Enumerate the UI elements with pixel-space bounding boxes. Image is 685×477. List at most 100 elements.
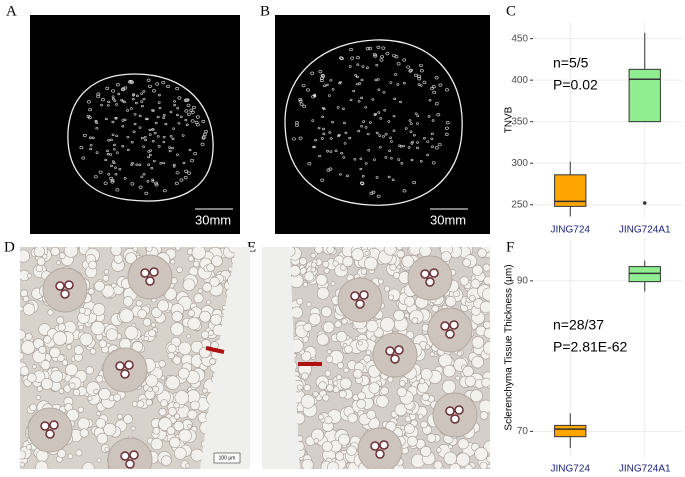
cell xyxy=(143,335,149,342)
vascular-bundle xyxy=(201,136,206,140)
vascular-bundle xyxy=(106,104,110,107)
vessel xyxy=(420,269,430,279)
vascular-bundle xyxy=(422,80,427,84)
cell xyxy=(20,340,36,355)
vascular-bundle xyxy=(200,142,205,146)
vessel xyxy=(385,346,395,356)
cell xyxy=(96,432,109,445)
cell xyxy=(103,423,117,437)
cell xyxy=(322,394,330,402)
vascular-bundle xyxy=(380,55,384,59)
vascular-bundle xyxy=(190,159,194,163)
cell xyxy=(316,333,329,346)
vascular-bundle xyxy=(377,88,381,91)
cell xyxy=(82,462,95,469)
cell xyxy=(459,276,470,286)
cell xyxy=(173,420,184,432)
vascular-bundle xyxy=(371,98,375,101)
vascular-bundle xyxy=(434,102,439,106)
cell xyxy=(363,354,372,363)
cell xyxy=(20,366,30,376)
vascular-bundle xyxy=(307,162,312,166)
vascular-bundle xyxy=(192,105,196,110)
cell xyxy=(20,305,24,312)
cell xyxy=(393,271,400,279)
vessel xyxy=(429,268,439,278)
cell xyxy=(482,287,490,302)
cell xyxy=(187,423,192,429)
vascular-bundle xyxy=(152,159,156,163)
vascular-bundle xyxy=(115,103,118,106)
vascular-bundle xyxy=(132,94,135,97)
box xyxy=(628,266,661,283)
cell xyxy=(462,365,474,378)
vascular-bundle xyxy=(416,122,419,125)
cell xyxy=(404,312,410,318)
cell xyxy=(123,414,133,425)
cell xyxy=(150,438,163,451)
cell xyxy=(470,389,483,403)
cell xyxy=(330,281,336,286)
vascular-bundle xyxy=(432,90,437,94)
vascular-bundle xyxy=(354,74,358,77)
cell xyxy=(199,310,211,323)
cell xyxy=(190,400,200,411)
outlier xyxy=(642,201,647,205)
cell xyxy=(301,458,314,469)
vascular-bundle xyxy=(88,136,92,139)
panel-label: B xyxy=(260,3,270,19)
cell xyxy=(424,344,431,350)
vascular-bundle xyxy=(375,131,379,135)
vascular-bundle xyxy=(426,153,430,157)
cell xyxy=(88,260,97,270)
vascular-bundle xyxy=(184,169,189,173)
vascular-bundle xyxy=(164,122,168,126)
cell xyxy=(384,285,391,292)
cell xyxy=(322,260,330,268)
vessel xyxy=(145,276,155,286)
cell xyxy=(36,385,43,392)
cell xyxy=(339,377,352,390)
vascular-bundle xyxy=(87,100,91,104)
vascular-bundle xyxy=(195,115,200,119)
cell xyxy=(436,447,442,453)
cell xyxy=(158,360,166,368)
vascular-bundle xyxy=(357,100,361,103)
vascular-bundle xyxy=(117,92,121,96)
cell xyxy=(89,348,97,355)
cell xyxy=(467,304,473,310)
vessel xyxy=(445,329,455,339)
vascular-bundle xyxy=(177,122,181,125)
vascular-bundle xyxy=(357,129,361,133)
vascular-bundle xyxy=(93,175,98,179)
vascular-bundle xyxy=(112,97,115,101)
vascular-bundle xyxy=(328,131,332,134)
vascular-bundle xyxy=(329,150,333,153)
vascular-bundle xyxy=(428,99,432,102)
vascular-bundle xyxy=(311,119,315,122)
vascular-bundle xyxy=(329,137,333,140)
vascular-bundle xyxy=(301,84,306,88)
vascular-bundle xyxy=(372,53,377,57)
cell xyxy=(130,425,136,431)
vascular-bundle xyxy=(154,181,159,185)
cell xyxy=(411,317,419,325)
cell xyxy=(471,355,484,369)
vascular-bundle xyxy=(176,107,180,110)
cell xyxy=(343,367,349,373)
vascular-bundle xyxy=(169,135,173,138)
cell xyxy=(135,299,143,307)
vascular-bundle xyxy=(399,145,403,148)
cell xyxy=(206,299,211,305)
cell xyxy=(20,329,26,340)
vascular-bundle xyxy=(394,55,399,59)
vascular-bundle xyxy=(361,65,365,68)
vascular-bundle xyxy=(147,150,151,153)
cell xyxy=(111,282,117,289)
vascular-bundle xyxy=(358,82,362,85)
vascular-bundle xyxy=(79,146,84,150)
cell xyxy=(376,394,389,408)
vascular-bundle xyxy=(384,133,388,136)
cell xyxy=(206,263,215,272)
cell xyxy=(61,359,69,366)
